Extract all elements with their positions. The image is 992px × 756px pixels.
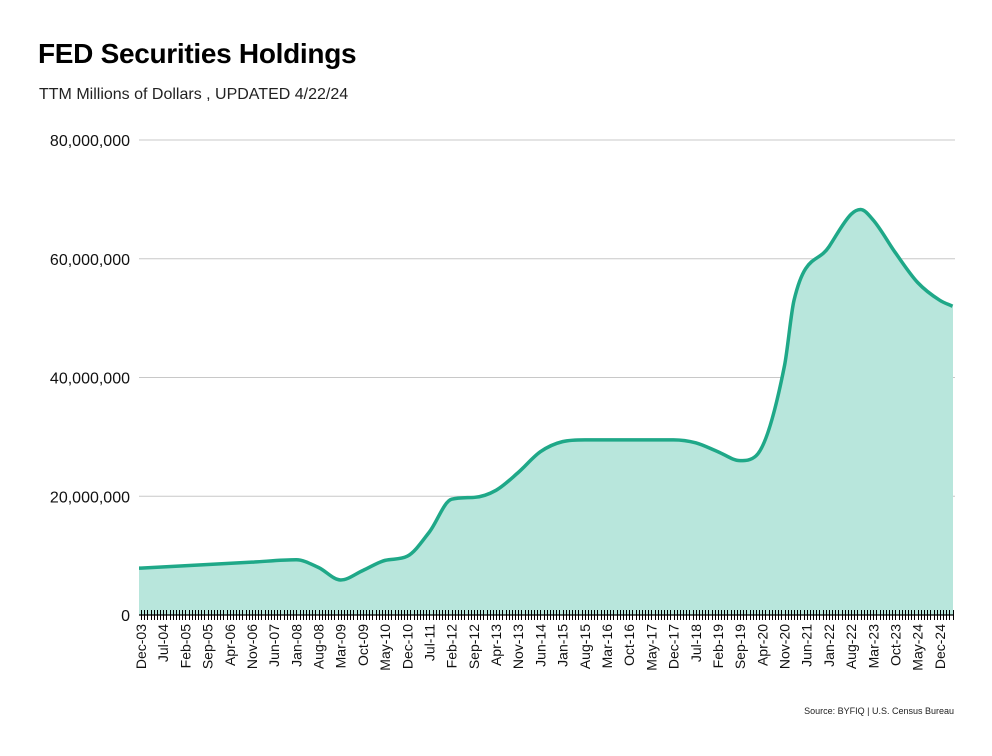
x-tick-label: Jun-21: [799, 624, 815, 667]
x-tick-label: Dec-17: [666, 624, 682, 669]
x-tick-label: Aug-22: [843, 624, 859, 669]
y-tick-label: 0: [121, 608, 130, 625]
y-tick-label: 40,000,000: [50, 371, 130, 388]
x-tick-label: Feb-19: [710, 624, 726, 669]
x-tick-label: Mar-23: [865, 624, 881, 669]
chart-subtitle: TTM Millions of Dollars , UPDATED 4/22/2…: [39, 86, 349, 103]
x-tick-label: Jun-14: [532, 624, 548, 667]
x-tick-label: Dec-03: [133, 624, 149, 669]
y-tick-label: 80,000,000: [50, 133, 130, 150]
x-tick-label: May-24: [910, 624, 926, 671]
x-tick-label: Apr-20: [754, 624, 770, 666]
x-tick-label: Nov-13: [510, 624, 526, 669]
x-tick-label: Feb-05: [177, 624, 193, 669]
x-tick-label: Apr-13: [488, 624, 504, 666]
x-tick-label: Sep-05: [200, 624, 216, 669]
x-tick-label: Sep-19: [732, 624, 748, 669]
x-tick-label: Mar-09: [333, 624, 349, 669]
x-tick-label: Sep-12: [466, 624, 482, 669]
series-area-fill: [139, 209, 953, 615]
series-line: [139, 207, 954, 582]
x-tick-label: Nov-20: [777, 624, 793, 669]
x-tick-label: Dec-10: [399, 624, 415, 669]
x-tick-label: Aug-15: [577, 624, 593, 669]
chart-title: FED Securities Holdings: [38, 38, 357, 69]
x-tick-label: Jan-15: [555, 624, 571, 667]
x-tick-label: Aug-08: [311, 624, 327, 669]
x-tick-label: Oct-23: [887, 624, 903, 666]
x-axis: Dec-03 Jul-04 Feb-05 Sep-05 Apr-06 Nov-06 Jun-…: [133, 610, 954, 671]
x-tick-label: Feb-12: [444, 624, 460, 669]
x-tick-label: Jul-04: [155, 624, 171, 662]
source-note: Source: BYFIQ | U.S. Census Bureau: [804, 706, 954, 716]
x-tick-label: Nov-06: [244, 624, 260, 669]
x-tick-label: May-10: [377, 624, 393, 671]
x-tick-label: May-17: [643, 624, 659, 671]
x-tick-label: Oct-16: [621, 624, 637, 666]
x-tick-label: Oct-09: [355, 624, 371, 666]
x-tick-label: Dec-24: [932, 624, 948, 669]
x-tick-label: Mar-16: [599, 624, 615, 669]
x-tick-label: Apr-06: [222, 624, 238, 666]
y-axis: 0 20,000,000 40,000,000 60,000,000 80,000,00…: [50, 133, 130, 625]
x-tick-label: Jul-11: [421, 624, 437, 661]
x-tick-label: Jan-22: [821, 624, 837, 667]
y-tick-label: 20,000,000: [50, 489, 130, 506]
x-tick-label: Jun-07: [266, 624, 282, 667]
series-area-layer: [139, 207, 954, 615]
y-tick-label: 60,000,000: [50, 252, 130, 269]
x-tick-label: Jan-08: [288, 624, 304, 667]
x-tick-label: Jul-18: [688, 624, 704, 662]
